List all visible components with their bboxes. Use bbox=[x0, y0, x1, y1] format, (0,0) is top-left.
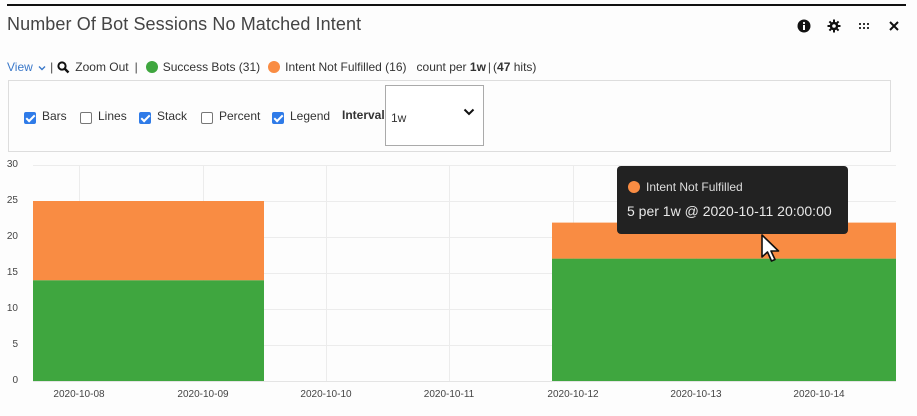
separator: | bbox=[134, 60, 138, 74]
interval-select[interactable]: 1w bbox=[385, 85, 484, 146]
percent-checkbox[interactable]: Percent bbox=[201, 108, 260, 124]
magnifier-icon bbox=[57, 60, 70, 73]
stack-checkbox[interactable]: Stack bbox=[139, 108, 187, 124]
y-tick: 15 bbox=[6, 267, 18, 278]
info-button[interactable] bbox=[789, 16, 819, 36]
close-icon bbox=[889, 21, 899, 31]
bar-2020-10-11 bbox=[552, 222, 896, 381]
gear-icon bbox=[827, 19, 841, 33]
legend-checkbox[interactable]: Legend bbox=[272, 108, 330, 124]
success-dot-icon bbox=[145, 61, 158, 73]
view-menu[interactable]: View bbox=[7, 60, 46, 74]
legend-item-success-bots[interactable]: Success Bots (31) bbox=[145, 60, 261, 74]
y-tick: 10 bbox=[6, 303, 18, 314]
bar-segment-success bbox=[33, 280, 264, 381]
legend-item-intent-not-fulfilled[interactable]: Intent Not Fulfilled (16) bbox=[268, 60, 407, 74]
separator: | bbox=[50, 60, 54, 74]
intent-dot-icon bbox=[628, 181, 640, 193]
y-tick: 0 bbox=[12, 375, 18, 386]
chart-options-panel: Bars Lines Stack Percent Legend Interval… bbox=[8, 80, 891, 152]
panel-top-border bbox=[7, 4, 906, 6]
legend-label: Intent Not Fulfilled (16) bbox=[285, 60, 407, 74]
checkbox-checked-icon bbox=[272, 112, 284, 124]
checkbox-checked-icon bbox=[139, 112, 151, 124]
bars-checkbox[interactable]: Bars bbox=[24, 108, 67, 124]
x-tick: 2020-10-09 bbox=[177, 389, 229, 400]
interval-label: Interval bbox=[342, 108, 385, 122]
zoom-out-label: Zoom Out bbox=[75, 60, 129, 74]
interval-value: 1w bbox=[391, 111, 407, 125]
close-button[interactable] bbox=[879, 16, 909, 36]
intent-dot-icon bbox=[268, 61, 281, 73]
bar-2020-10-04 bbox=[33, 201, 264, 381]
chart-tooltip: Intent Not Fulfilled 5 per 1w @ 2020-10-… bbox=[617, 166, 848, 234]
info-icon bbox=[797, 19, 811, 33]
y-tick: 20 bbox=[6, 231, 18, 242]
x-tick: 2020-10-08 bbox=[53, 389, 105, 400]
grid-handle-icon bbox=[859, 23, 869, 29]
panel-title: Number Of Bot Sessions No Matched Intent bbox=[7, 14, 362, 34]
x-tick: 2020-10-14 bbox=[793, 389, 845, 400]
legend-bar: View | Zoom Out | Success Bots (31) Inte… bbox=[7, 60, 536, 74]
zoom-out-button[interactable]: Zoom Out bbox=[57, 60, 129, 74]
stacked-bar-chart[interactable]: 30 25 20 15 10 5 0 2020-10-08 2020-10-09… bbox=[0, 155, 917, 416]
bar-segment-intent bbox=[33, 201, 264, 281]
x-tick: 2020-10-12 bbox=[547, 389, 599, 400]
chevron-down-icon bbox=[38, 65, 46, 71]
chevron-down-icon bbox=[463, 108, 475, 116]
mouse-pointer-icon bbox=[761, 234, 780, 262]
checkbox-unchecked-icon bbox=[80, 112, 92, 124]
x-tick: 2020-10-10 bbox=[300, 389, 352, 400]
checkbox-unchecked-icon bbox=[201, 112, 213, 124]
y-tick: 5 bbox=[12, 339, 18, 350]
x-tick: 2020-10-11 bbox=[423, 389, 475, 400]
lines-checkbox[interactable]: Lines bbox=[80, 108, 127, 124]
legend-label: Success Bots (31) bbox=[162, 60, 261, 74]
checkbox-checked-icon bbox=[24, 112, 36, 124]
drag-handle[interactable] bbox=[849, 16, 879, 36]
chart-plot bbox=[33, 165, 896, 382]
view-label: View bbox=[7, 60, 33, 74]
tooltip-series: Intent Not Fulfilled bbox=[628, 180, 743, 194]
hits-summary: (47 hits) bbox=[493, 60, 537, 74]
interval-summary: count per 1w bbox=[416, 60, 486, 74]
x-tick: 2020-10-13 bbox=[670, 389, 722, 400]
y-tick: 30 bbox=[6, 159, 18, 170]
tooltip-value: 5 per 1w @ 2020-10-11 20:00:00 bbox=[627, 203, 832, 219]
panel-header-actions bbox=[789, 16, 909, 36]
bar-segment-success bbox=[552, 258, 896, 381]
separator: | bbox=[487, 60, 492, 74]
y-tick: 25 bbox=[6, 195, 18, 206]
settings-button[interactable] bbox=[819, 16, 849, 36]
